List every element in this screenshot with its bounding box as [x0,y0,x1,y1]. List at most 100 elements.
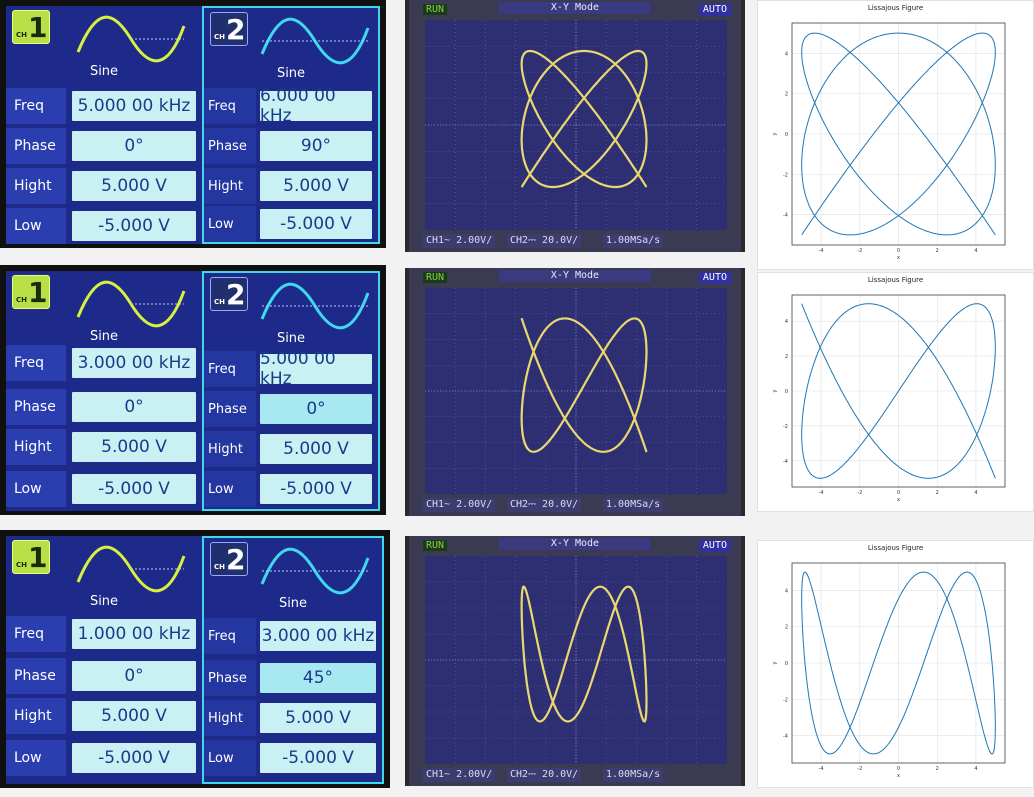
freq-row[interactable]: Freq 1.000 00 kHz [6,616,202,654]
phase-row[interactable]: Phase 0° [204,391,378,429]
freq-value[interactable]: 3.000 00 kHz [72,348,196,378]
high-value[interactable]: 5.000 V [260,171,372,201]
matplotlib-figure-2: Lissajous Figure -4 -2 0 2 4 -4 -2 0 2 4 x y [757,272,1034,512]
phase-value[interactable]: 0° [260,394,372,424]
high-value[interactable]: 5.000 V [260,703,376,733]
low-value[interactable]: -5.000 V [260,474,372,504]
phase-row[interactable]: Phase 0° [6,389,202,427]
low-label: Low [204,740,256,776]
freq-label: Freq [204,351,256,387]
sine-wave-icon [76,280,186,328]
high-row[interactable]: Hight 5.000 V [6,698,202,736]
sine-wave-icon [260,17,370,65]
phase-row[interactable]: Phase 90° [204,128,378,166]
ch2-badge[interactable]: CH 2 [210,277,248,311]
ch1-badge[interactable]: CH 1 [12,275,50,309]
low-row[interactable]: Low -5.000 V [204,740,382,778]
run-status: RUN [423,4,448,15]
series-line [801,571,996,755]
generator-screen: CH 1 Sine Freq 3.000 00 kHz Phase 0° Hight 5… [6,271,380,511]
display-mode: X-Y Mode [499,2,651,14]
waveform-name: Sine [89,329,119,344]
trigger-mode[interactable]: AUTO [698,272,731,284]
low-row[interactable]: Low -5.000 V [204,471,378,509]
low-value[interactable]: -5.000 V [260,743,376,773]
high-row[interactable]: Hight 5.000 V [204,700,382,738]
ch1-badge[interactable]: CH 1 [12,540,50,574]
low-value[interactable]: -5.000 V [72,474,196,504]
ch1-badge[interactable]: CH 1 [12,10,50,44]
freq-row[interactable]: Freq 6.000 00 kHz [204,86,378,126]
high-label: Hight [204,431,256,467]
phase-row[interactable]: Phase 0° [6,658,202,696]
high-value[interactable]: 5.000 V [72,171,196,201]
freq-value[interactable]: 1.000 00 kHz [72,619,196,649]
y-tick-label: -4 [783,213,788,219]
trigger-mode[interactable]: AUTO [698,4,731,16]
waveform-name: Sine [89,64,119,79]
low-value[interactable]: -5.000 V [72,211,196,241]
sample-rate: 1.00MSa/s [603,234,664,248]
y-tick-label: 2 [785,354,788,360]
high-row[interactable]: Hight 5.000 V [6,168,202,206]
xy-trace [425,20,727,230]
low-row[interactable]: Low -5.000 V [6,208,202,246]
ch2-scale: CH2⎓ 20.0V/ [507,234,582,248]
freq-label: Freq [204,618,256,654]
high-value[interactable]: 5.000 V [72,701,196,731]
freq-value[interactable]: 5.000 00 kHz [72,91,196,121]
x-axis-label: x [897,497,900,503]
freq-row[interactable]: Freq 5.000 00 kHz [6,88,202,126]
freq-label: Freq [204,88,256,124]
low-row[interactable]: Low -5.000 V [6,740,202,778]
low-value[interactable]: -5.000 V [72,743,196,773]
scope-footer: CH1~ 2.00V/ CH2⎓ 20.0V/ 1.00MSa/s [423,234,731,248]
ch2-badge[interactable]: CH 2 [210,542,248,576]
freq-row[interactable]: Freq 3.000 00 kHz [204,618,382,656]
high-row[interactable]: Hight 5.000 V [204,431,378,469]
ch1-scale: CH1~ 2.00V/ [423,498,496,512]
freq-value[interactable]: 6.000 00 kHz [260,86,372,126]
freq-row[interactable]: Freq 5.000 00 kHz [204,349,378,389]
lissajous-plot: -4 -2 0 2 4 -4 -2 0 2 4 x y [772,22,1006,261]
high-value[interactable]: 5.000 V [72,432,196,462]
ch1-scale: CH1~ 2.00V/ [423,768,496,782]
low-row[interactable]: Low -5.000 V [6,471,202,509]
low-row[interactable]: Low -5.000 V [204,206,378,244]
generator-panel-3: CH 1 Sine Freq 1.000 00 kHz Phase 0° Hight 5… [0,530,390,788]
freq-label: Freq [6,616,66,652]
x-tick-label: -4 [819,766,824,772]
high-row[interactable]: Hight 5.000 V [204,168,378,206]
sine-wave-icon [76,15,186,63]
xy-trace [425,556,727,764]
high-label: Hight [204,700,256,736]
low-value[interactable]: -5.000 V [260,209,372,239]
freq-value[interactable]: 5.000 00 kHz [260,349,372,389]
y-tick-label: 4 [785,588,788,594]
xy-trace [425,288,727,494]
phase-row[interactable]: Phase 45° [204,660,382,698]
y-tick-label: 2 [785,625,788,631]
phase-value[interactable]: 0° [72,131,196,161]
channel-1-column: CH 1 Sine Freq 3.000 00 kHz Phase 0° Hight 5… [6,271,202,511]
phase-value[interactable]: 45° [260,663,376,693]
waveform-name: Sine [89,594,119,609]
high-row[interactable]: Hight 5.000 V [6,429,202,467]
phase-value[interactable]: 90° [260,131,372,161]
trigger-mode[interactable]: AUTO [698,540,731,552]
phase-row[interactable]: Phase 0° [6,128,202,166]
ch2-badge[interactable]: CH 2 [210,12,248,46]
x-axis-label: x [897,255,900,261]
channel-2-column: CH 2 Sine Freq 3.000 00 kHz Phase 45° Hight… [202,536,384,784]
phase-value[interactable]: 0° [72,661,196,691]
freq-row[interactable]: Freq 3.000 00 kHz [6,345,202,383]
generator-screen: CH 1 Sine Freq 5.000 00 kHz Phase 0° Hight 5… [6,6,380,244]
y-tick-label: 0 [785,661,788,667]
phase-value[interactable]: 0° [72,392,196,422]
high-value[interactable]: 5.000 V [260,434,372,464]
x-tick-label: 0 [897,766,900,772]
freq-value[interactable]: 3.000 00 kHz [260,621,376,651]
matplotlib-figure-3: Lissajous Figure -4 -2 0 2 4 -4 -2 0 2 4 x y [757,540,1034,788]
lissajous-plot: -4 -2 0 2 4 -4 -2 0 2 4 x y [772,294,1006,503]
channel-2-column: CH 2 Sine Freq 6.000 00 kHz Phase 90° Hight… [202,6,380,244]
